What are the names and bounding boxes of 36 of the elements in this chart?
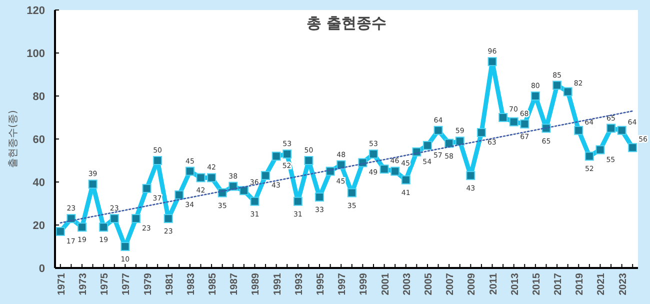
y-tick-label: 40 (32, 177, 45, 189)
x-tick-label: 1979 (142, 272, 154, 296)
y-tick-label: 100 (26, 48, 45, 60)
chart-title: 총 출현종수 (306, 14, 387, 32)
x-tick-label: 1971 (56, 272, 68, 296)
x-tick-label: 2013 (510, 272, 521, 296)
y-tick-label: 20 (32, 220, 45, 232)
x-tick-label: 2021 (596, 272, 608, 296)
x-tick-label: 1985 (208, 272, 219, 296)
x-tick-label: 1999 (358, 272, 370, 296)
x-tick-label: 2023 (618, 272, 629, 296)
x-tick-label: 2001 (380, 272, 392, 296)
x-tick-label: 2005 (423, 272, 434, 296)
x-tick-label: 1995 (316, 272, 327, 296)
x-tick-label: 2011 (488, 272, 500, 295)
x-tick-label: 1997 (337, 272, 348, 296)
x-tick-label: 2003 (402, 272, 413, 296)
x-tick-label: 2009 (466, 272, 478, 296)
x-tick-label: 1993 (294, 272, 305, 296)
y-tick-label: 80 (32, 91, 45, 103)
x-tick-label: 2015 (531, 272, 542, 296)
x-tick-label: 2007 (445, 272, 456, 296)
x-tick-label: 1981 (164, 272, 176, 296)
x-tick-label: 1987 (229, 272, 240, 296)
x-tick-label: 1975 (100, 272, 111, 296)
y-axis-title: 출현종수(종) (8, 110, 19, 168)
x-tick-label: 1973 (78, 272, 89, 296)
x-tick-label: 2019 (574, 272, 586, 296)
y-tick-label: 120 (26, 5, 45, 17)
x-tick-label: 1989 (250, 272, 262, 296)
y-tick-label: 60 (32, 134, 45, 146)
y-tick-label: 0 (38, 263, 45, 275)
x-tick-label: 1991 (272, 272, 284, 296)
x-tick-label: 2017 (553, 272, 564, 296)
x-tick-label: 1983 (186, 272, 197, 296)
x-tick-label: 1977 (121, 272, 132, 296)
